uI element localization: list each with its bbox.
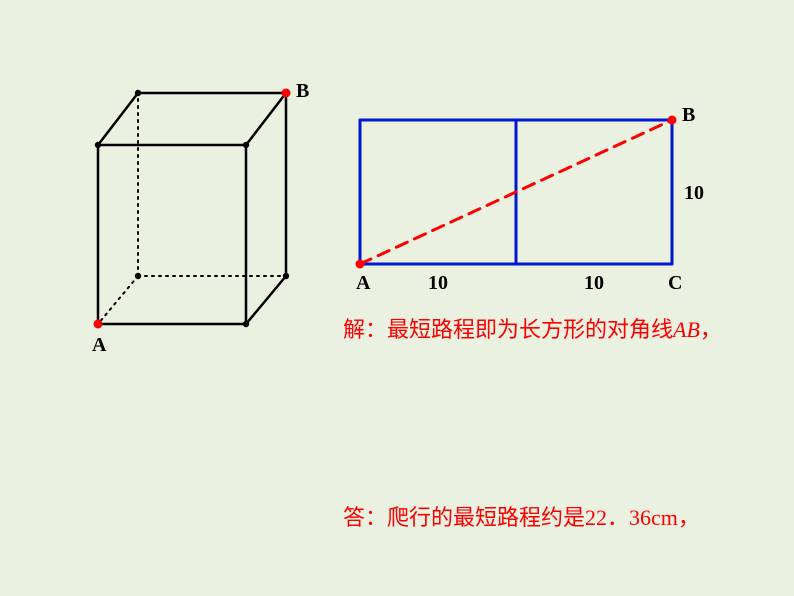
answer-text: 答：爬行的最短路程约是22．36cm， [343, 500, 700, 532]
rect-vertex-label-a: A [356, 272, 370, 295]
solution-text: 解：最短路程即为长方形的对角线AB， [343, 312, 722, 344]
solution-suffix: ， [700, 317, 722, 342]
rect-bottom-seg1-label: 10 [428, 272, 448, 295]
rect-bottom-seg2-label: 10 [584, 272, 604, 295]
cube-vertex-label-a: A [92, 334, 106, 357]
solution-var: AB [673, 317, 700, 342]
cube-vertex-label-b: B [296, 80, 309, 103]
solution-prefix: 解：最短路程即为长方形的对角线 [343, 317, 673, 342]
rect-vertex-label-c: C [668, 272, 682, 295]
rect-vertex-label-b: B [682, 104, 695, 127]
rect-right-side-label: 10 [684, 182, 704, 205]
